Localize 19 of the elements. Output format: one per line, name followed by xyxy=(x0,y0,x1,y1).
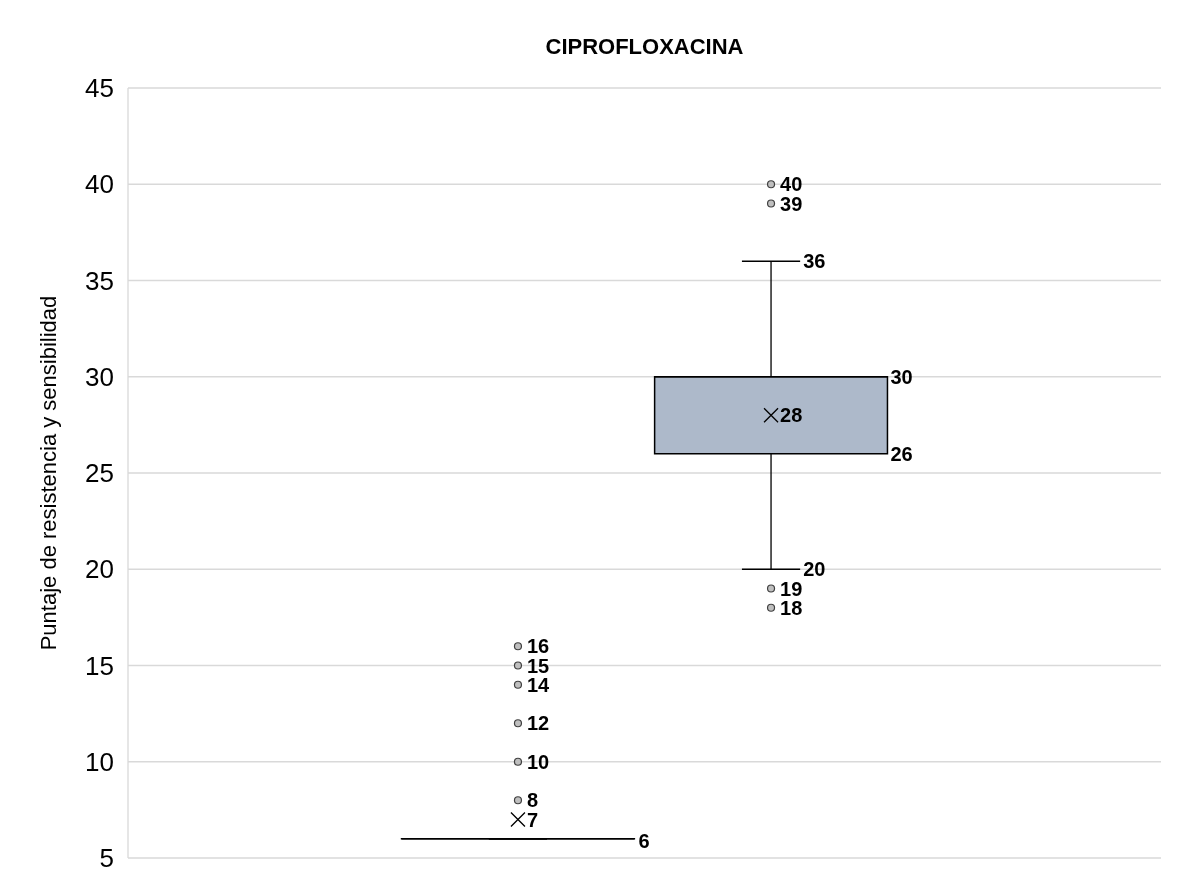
y-tick-label: 40 xyxy=(85,169,114,200)
y-tick-label: 20 xyxy=(85,554,114,585)
annotation: 12 xyxy=(526,712,550,735)
y-axis-title: Puntaje de resistencia y sensibilidad xyxy=(36,295,61,651)
y-tick-label: 10 xyxy=(85,746,114,777)
y-tick-label: 30 xyxy=(85,361,114,392)
chart-title: CIPROFLOXACINA xyxy=(545,34,744,59)
y-tick-label: 25 xyxy=(85,458,114,489)
y-tick-label: 15 xyxy=(85,650,114,681)
y-tick-label: 5 xyxy=(99,843,114,874)
y-tick-label: 35 xyxy=(85,265,114,296)
annotation: 28 xyxy=(780,404,803,427)
y-tick-label: 45 xyxy=(85,73,114,104)
annotation: 30 xyxy=(890,365,913,388)
annotation: 36 xyxy=(803,250,826,273)
annotation: 20 xyxy=(803,558,826,581)
annotation: 10 xyxy=(526,750,550,773)
annotation: 6 xyxy=(638,829,650,852)
annotation: 26 xyxy=(890,442,913,465)
